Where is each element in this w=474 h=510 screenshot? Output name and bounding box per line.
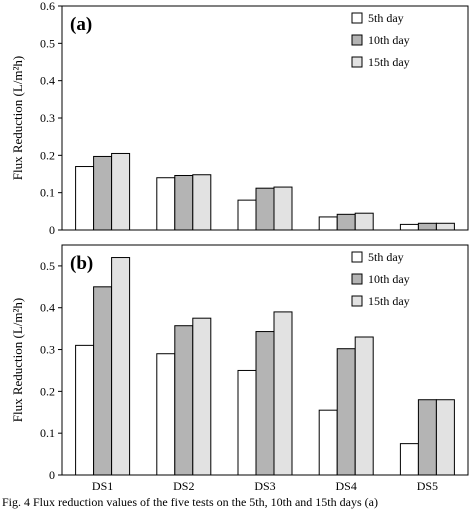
legend-swatch-b-3 (351, 295, 363, 307)
legend-label-a-2: 10th day (368, 33, 410, 47)
bar-b-ds3-series3 (273, 311, 293, 476)
legend-label-b-1: 5th day (368, 250, 404, 264)
bar-b-ds5-series3 (435, 399, 455, 476)
bar-b-ds3-series1 (237, 369, 257, 476)
chart-panel-a: 0 0.1 0.2 0.3 0.4 0.5 0.6 Flux Reduction (L/m²h… (10, 0, 469, 237)
x-tick-label-ds5: DS5 (417, 479, 438, 493)
bar-a-ds2-series1 (156, 177, 176, 231)
legend-swatch-a-3 (351, 56, 363, 68)
figure-caption: Fig. 4 Flux reduction values of the five… (2, 495, 378, 509)
bar-b-ds1-series2 (93, 286, 113, 476)
y-tick-label-b: 0.4 (40, 301, 55, 315)
y-axis-label-b: Flux Reduction (L/m²h) (10, 298, 25, 423)
legend-label-b-3: 15th day (368, 294, 410, 308)
legend-label-a-3: 15th day (368, 55, 410, 69)
bar-b-ds4-series1 (318, 409, 338, 476)
bar-b-ds2-series2 (174, 325, 194, 476)
y-tick-label-b: 0.1 (40, 426, 55, 440)
bar-b-ds5-series1 (399, 443, 419, 476)
y-tick-label-a: 0.5 (40, 36, 55, 50)
bar-a-ds1-series2 (93, 155, 113, 231)
bar-a-ds2-series3 (192, 174, 212, 231)
bar-b-ds2-series3 (192, 317, 212, 476)
y-tick-label-a: 0.6 (40, 0, 55, 13)
bar-a-ds3-series1 (237, 199, 257, 231)
y-tick-label-b: 0.5 (40, 259, 55, 273)
bar-b-ds3-series2 (255, 331, 275, 476)
bar-a-ds1-series3 (111, 152, 131, 231)
bar-a-ds2-series2 (174, 174, 194, 231)
bar-b-ds1-series1 (75, 344, 95, 476)
bar-b-ds4-series2 (336, 348, 356, 476)
y-axis-label-a: Flux Reduction (L/m²h) (10, 56, 25, 181)
legend-swatch-b-1 (351, 251, 363, 263)
x-tick-label-ds3: DS3 (254, 479, 275, 493)
y-tick-label-b: 0.3 (40, 343, 55, 357)
bar-a-ds3-series3 (273, 186, 293, 231)
y-tick-label-a: 0 (49, 223, 55, 237)
legend-label-b-2: 10th day (368, 272, 410, 286)
y-tick-label-b: 0 (49, 468, 55, 482)
bar-a-ds1-series1 (75, 166, 95, 231)
y-tick-label-a: 0.4 (40, 74, 55, 88)
legend-swatch-a-1 (351, 12, 363, 24)
chart-panel-b: 0 0.1 0.2 0.3 0.4 0.5 Flux Reduction (L/m²h) (b… (10, 244, 469, 493)
y-tick-label-a: 0.1 (40, 186, 55, 200)
bar-a-ds3-series2 (255, 187, 275, 231)
y-tick-label-a: 0.2 (40, 148, 55, 162)
bar-a-ds4-series1 (318, 216, 338, 231)
legend-swatch-a-2 (351, 34, 363, 46)
legend-label-a-1: 5th day (368, 11, 404, 25)
bar-a-ds5-series2 (417, 222, 437, 231)
y-tick-label-a: 0.3 (40, 111, 55, 125)
bar-b-ds5-series2 (417, 399, 437, 476)
x-tick-label-ds1: DS1 (92, 479, 113, 493)
panel-label-a: (a) (70, 14, 92, 35)
bar-b-ds2-series1 (156, 353, 176, 476)
y-tick-label-b: 0.2 (40, 384, 55, 398)
panel-label-b: (b) (70, 253, 93, 274)
bar-a-ds5-series3 (435, 222, 455, 231)
legend-swatch-b-2 (351, 273, 363, 285)
x-tick-label-ds2: DS2 (173, 479, 194, 493)
bar-b-ds4-series3 (354, 336, 374, 476)
bar-b-ds1-series3 (111, 257, 131, 476)
bar-a-ds4-series2 (336, 213, 356, 231)
bar-a-ds5-series1 (399, 223, 419, 231)
bar-a-ds4-series3 (354, 212, 374, 231)
x-tick-label-ds4: DS4 (336, 479, 357, 493)
